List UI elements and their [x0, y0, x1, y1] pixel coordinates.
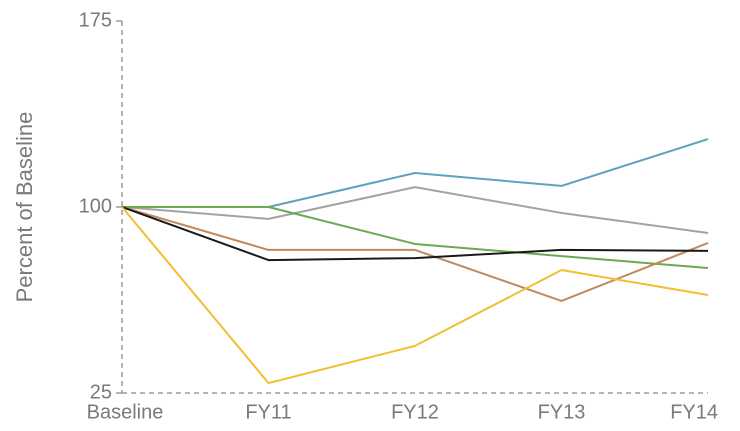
y-tick-label: 100 [79, 195, 112, 217]
series-line [121, 206, 709, 385]
x-tick-label: FY13 [538, 401, 586, 423]
series-line [122, 206, 709, 270]
y-axis-label: Percent of Baseline [12, 112, 37, 303]
series-line [121, 186, 709, 235]
series-line [121, 206, 709, 302]
y-tick-label: 175 [79, 9, 112, 31]
series-line [122, 138, 709, 208]
x-tick-label: Baseline [87, 401, 164, 423]
y-tick-label: 25 [90, 381, 112, 403]
x-tick-label: FY14 [670, 401, 718, 423]
series-line [121, 206, 709, 262]
x-tick-label: FY11 [245, 401, 291, 423]
x-tick-label: FY12 [391, 401, 439, 423]
